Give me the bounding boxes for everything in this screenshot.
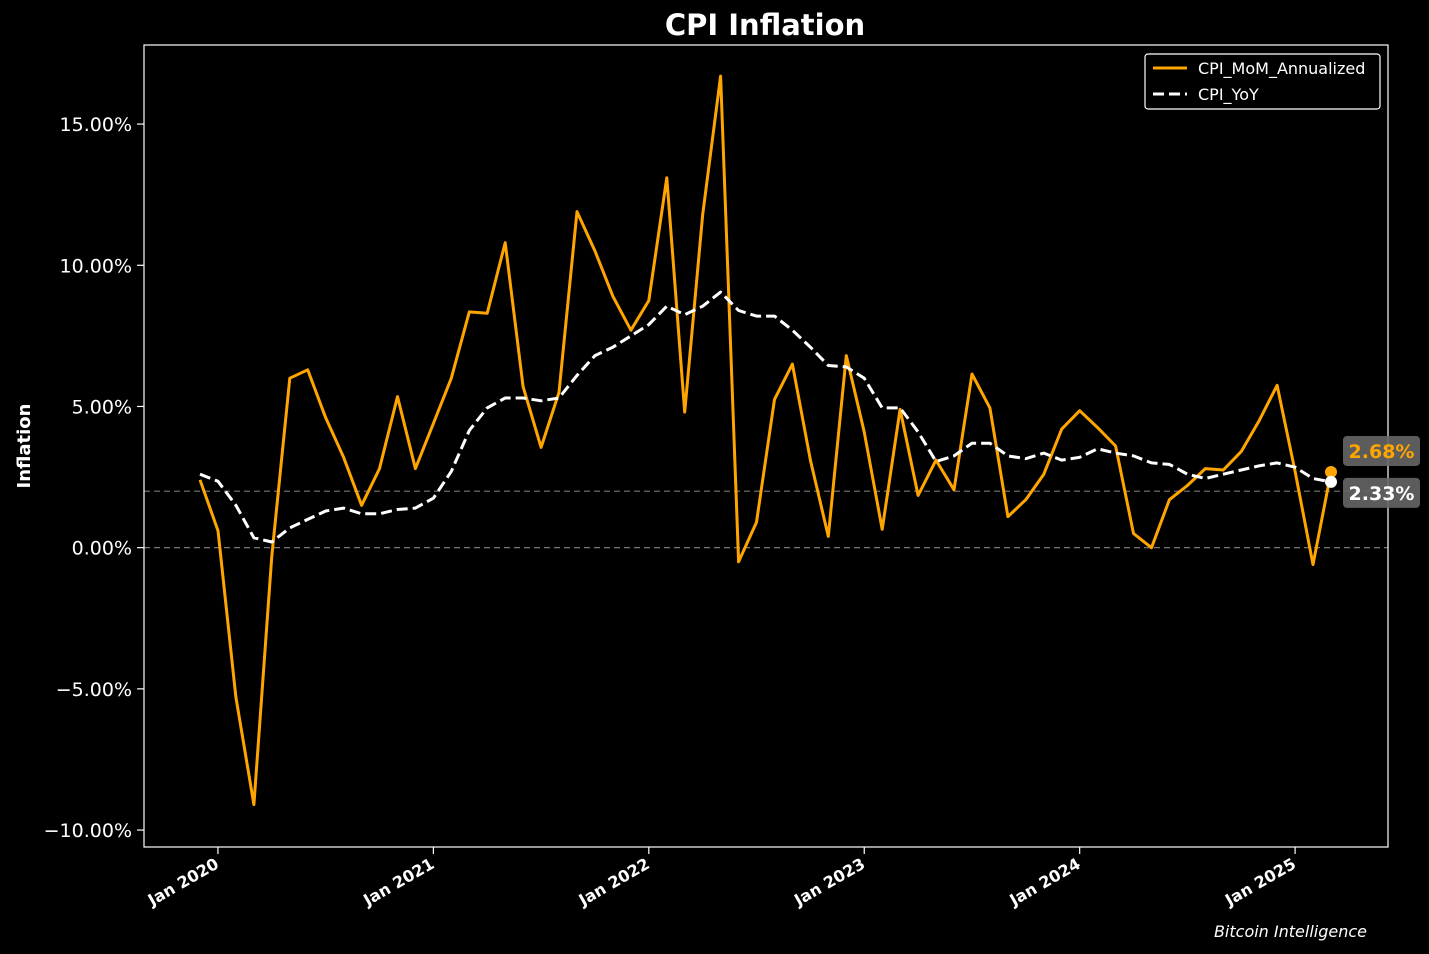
series-layer [198,74,1333,807]
end-value-label: 2.33% [1349,483,1415,505]
end-label-box [1343,477,1420,508]
series-line-cpi-yoy [199,290,1332,544]
end-point-marker [1325,465,1337,478]
watermark-text: Bitcoin Intelligence [1214,922,1367,941]
chart-title: CPI Inflation [665,8,865,42]
y-tick-label: 5.00% [72,396,132,418]
y-tick-label: −5.00% [56,679,132,701]
end-label-box [1343,435,1420,466]
y-tick-label: 15.00% [60,114,132,136]
legend-label: CPI_YoY [1198,85,1259,105]
y-axis: −10.00% −5.00% 0.00% 5.00% 10.00% 15.00% [44,114,144,842]
y-axis-label: Inflation [14,404,35,489]
end-point-marker [1325,475,1337,488]
legend-box [1144,53,1381,110]
y-tick-label: −10.00% [44,820,132,842]
y-tick-label: 10.00% [60,255,132,277]
y-tick-label: 0.00% [72,538,132,560]
reference-lines [144,490,1388,549]
legend: CPI_MoM_Annualized CPI_YoY [1144,53,1381,110]
end-labels: 2.68% 2.33% [1325,435,1420,508]
series-line-cpi-mom-annualized [198,74,1333,807]
legend-label: CPI_MoM_Annualized [1198,59,1365,79]
end-value-label: 2.68% [1349,441,1415,463]
